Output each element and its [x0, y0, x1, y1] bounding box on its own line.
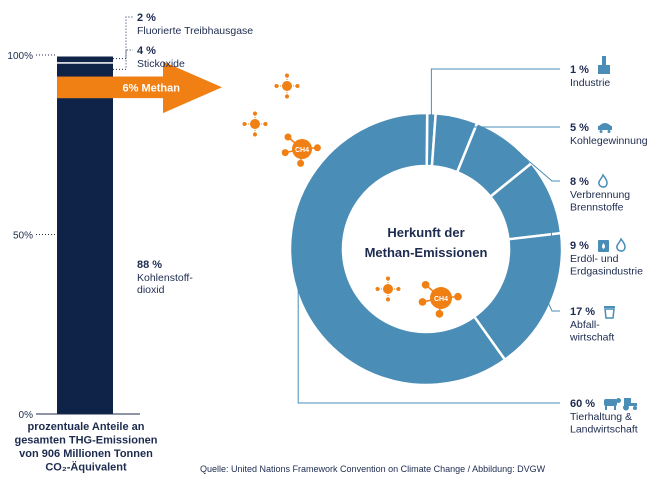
- slice-name-label: Abfall-: [570, 319, 600, 331]
- slice-name-label: Industrie: [570, 77, 610, 89]
- bar-caption-line: von 906 Millionen Tonnen: [19, 448, 153, 460]
- y-tick-label: 0%: [19, 410, 34, 421]
- bar-segment: [57, 98, 113, 414]
- donut-title: Methan-Emissionen: [365, 245, 488, 260]
- slice-leader: [548, 303, 560, 312]
- segment-name-label: dioxid: [137, 284, 165, 296]
- slice-percent-label: 17 %: [570, 306, 595, 318]
- coal-cart-icon: [598, 123, 612, 133]
- slice-name-label: Erdgasindustrie: [570, 266, 643, 278]
- slice-percent-label: 60 %: [570, 398, 595, 410]
- slice-percent-label: 5 %: [570, 122, 589, 134]
- segment-name-label: Stickoxide: [137, 58, 185, 70]
- methane-molecule-small-icon: [242, 111, 268, 137]
- segment-leader: [113, 16, 133, 60]
- methane-molecule-icon: CH4: [281, 133, 321, 167]
- oil-drop-icon: [598, 240, 609, 252]
- methane-donut-chart: Herkunft der Methan-Emissionen 1 %Industri…: [288, 56, 648, 436]
- slice-leader: [505, 140, 560, 182]
- donut-slice: [288, 111, 507, 387]
- slice-name-label: Erdöl- und: [570, 253, 619, 265]
- y-tick-label: 100%: [7, 51, 33, 62]
- segment-name-label: Fluorierte Treibhausgase: [137, 25, 253, 37]
- methane-molecule-icon: CH4: [418, 280, 462, 318]
- factory-icon: [598, 56, 610, 74]
- slice-name-label: Brennstoffe: [570, 202, 624, 214]
- molecule-label: CH4: [295, 147, 309, 154]
- slice-leader: [548, 196, 560, 246]
- bar-caption-line: gesamten THG-Emissionen: [14, 435, 157, 447]
- methane-segment-arrow: [57, 61, 222, 114]
- methane-molecule-small-icon: [274, 73, 300, 99]
- flame-icon: [598, 173, 608, 188]
- slice-leader: [430, 68, 560, 116]
- bar-caption-line: prozentuale Anteile an: [28, 421, 145, 433]
- source-note: Quelle: United Nations Framework Convent…: [200, 464, 546, 474]
- slice-name-label: Verbrennung: [570, 189, 630, 201]
- slice-name-label: Tierhaltung &: [570, 411, 632, 423]
- flame-icon: [616, 237, 626, 252]
- slice-percent-label: 1 %: [570, 64, 589, 76]
- slice-name-label: Landwirtschaft: [570, 424, 638, 436]
- tractor-icon: [623, 398, 637, 411]
- slice-percent-label: 8 %: [570, 176, 589, 188]
- stacked-bar-chart: 100% 50% 0% 88 %Kohlenstoff-dioxid 6% Methan…: [7, 12, 253, 474]
- slice-leader: [455, 118, 560, 128]
- bar-segment: [57, 63, 113, 77]
- segment-leader: [113, 49, 133, 70]
- segment-name-label: Kohlenstoff-: [137, 272, 193, 284]
- molecule-label: CH4: [434, 296, 448, 303]
- trash-bin-icon: [604, 306, 615, 319]
- segment-percent-label: 2 %: [137, 12, 156, 24]
- donut-title: Herkunft der: [387, 225, 464, 240]
- slice-name-label: wirtschaft: [569, 332, 614, 344]
- segment-percent-label: 4 %: [137, 45, 156, 57]
- methane-segment-label: 6% Methan: [123, 82, 181, 94]
- bar-segment: [57, 56, 113, 63]
- slice-leader: [297, 289, 560, 404]
- methane-molecule-small-icon: [375, 276, 401, 302]
- bar-caption-line: CO₂-Äquivalent: [45, 461, 127, 474]
- cow-icon: [604, 398, 621, 410]
- y-tick-label: 50%: [13, 231, 33, 242]
- slice-percent-label: 9 %: [570, 240, 589, 252]
- segment-percent-label: 88 %: [137, 259, 162, 271]
- slice-name-label: Kohlegewinnung: [570, 135, 648, 147]
